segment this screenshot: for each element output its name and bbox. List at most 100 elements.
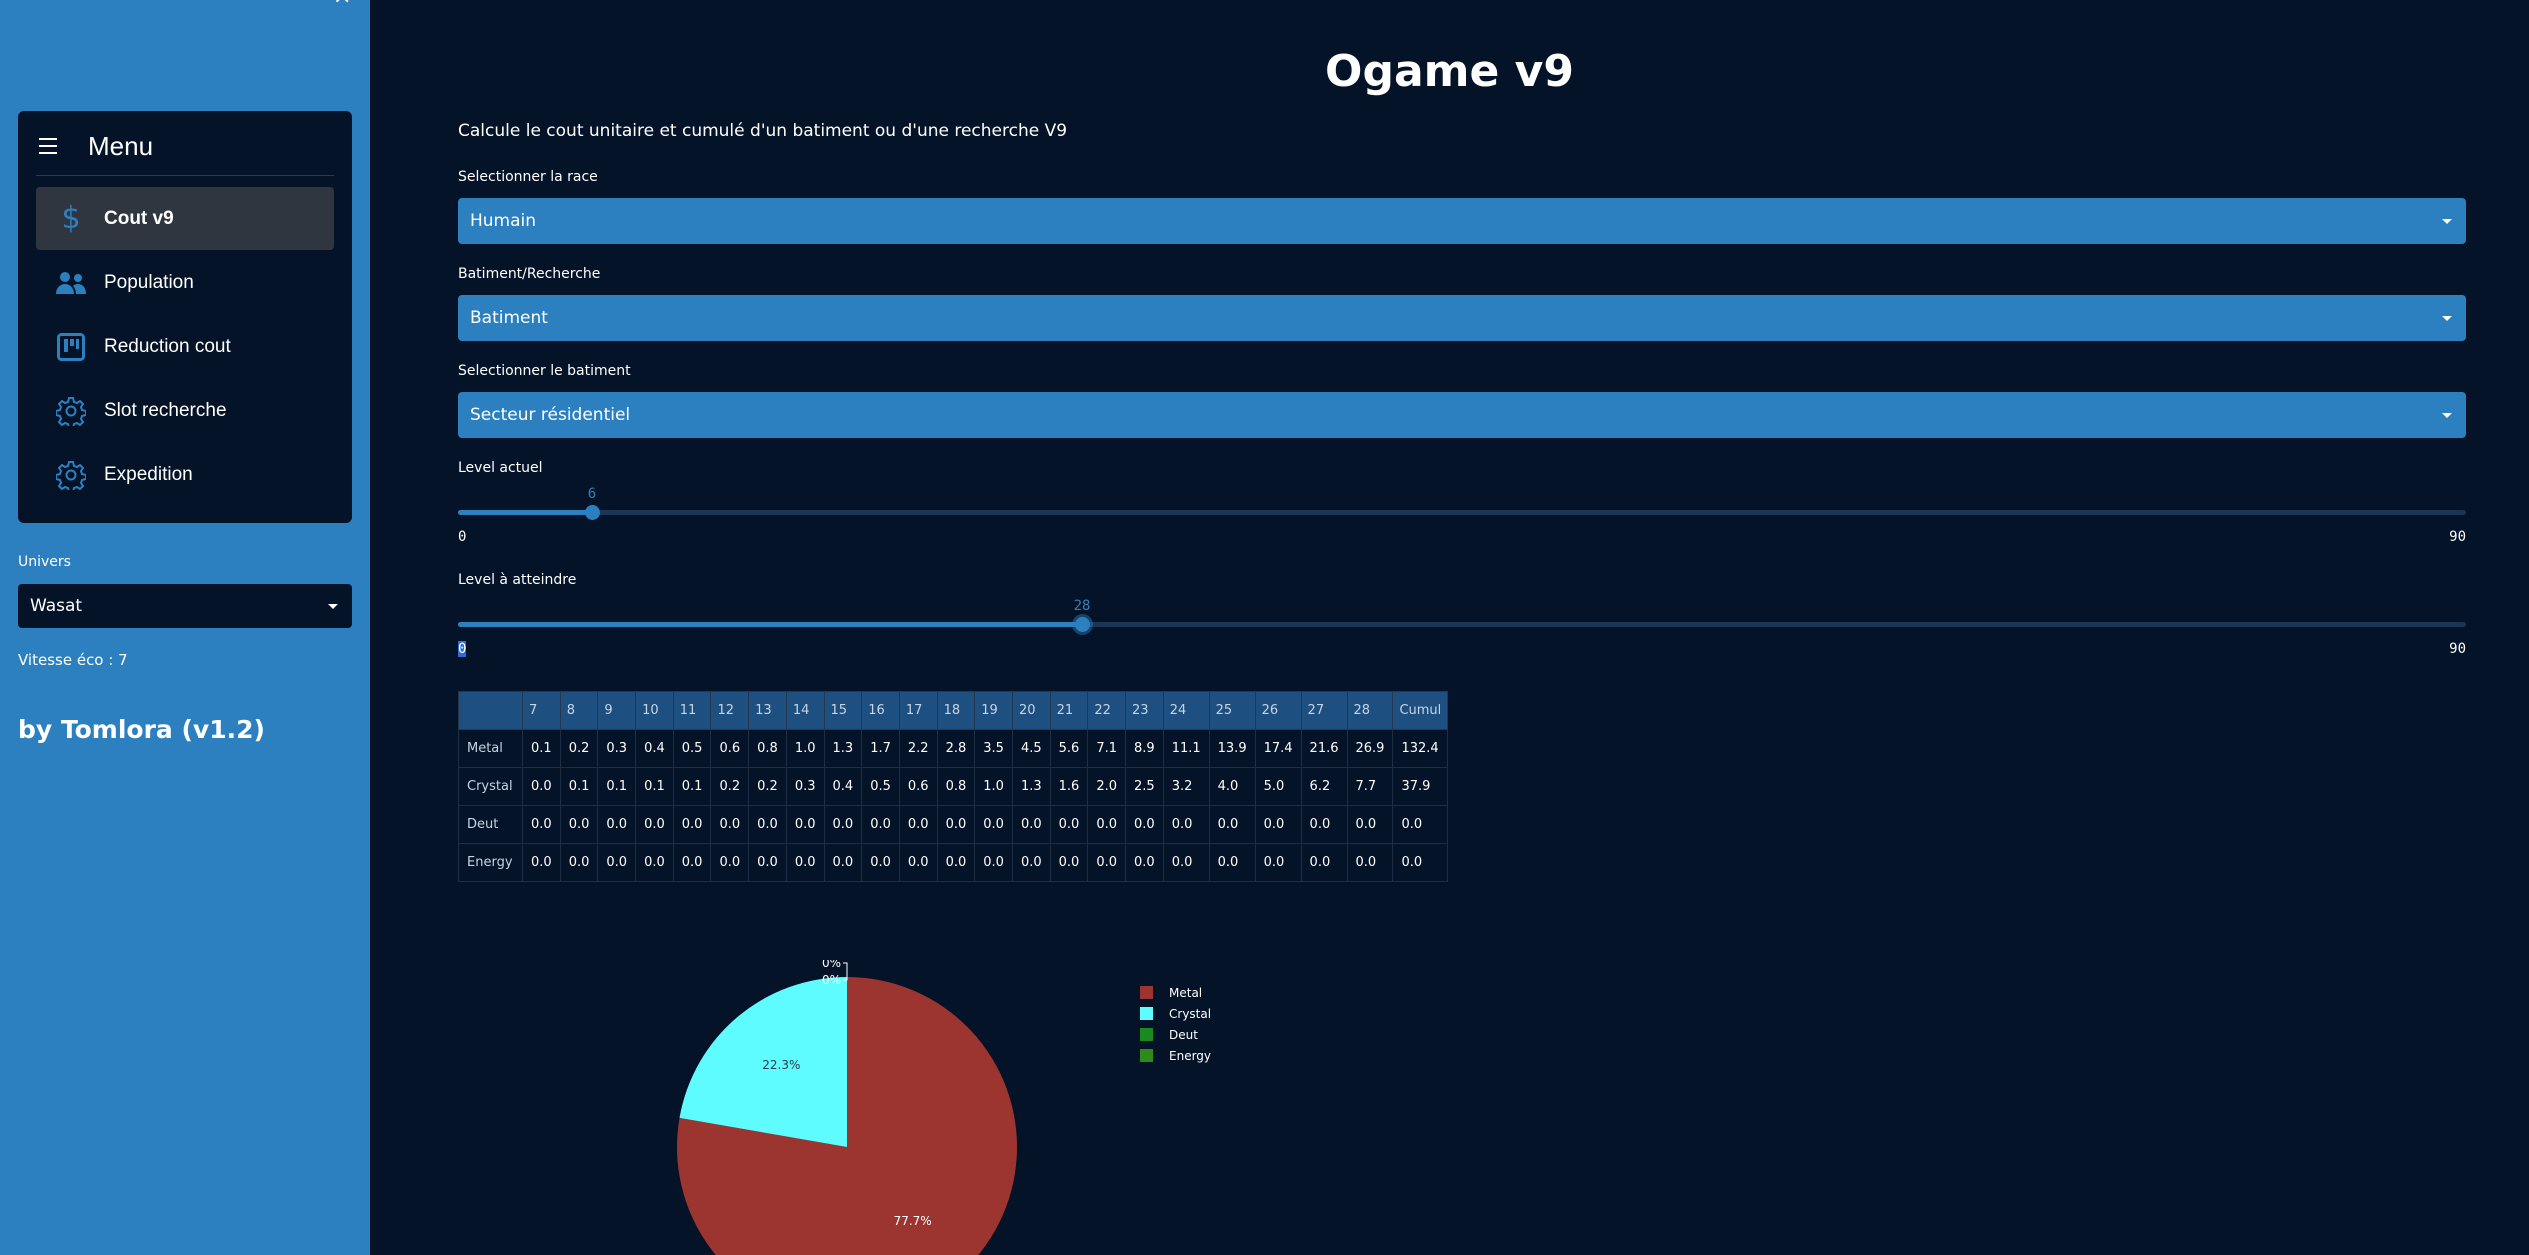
- table-cell: 26.9: [1346, 729, 1394, 768]
- nav-item-cout-v9[interactable]: $ Cout v9: [36, 187, 334, 250]
- table-cell: 0.1: [672, 767, 712, 806]
- table-column-header: 25: [1208, 691, 1256, 730]
- table-column-header: 8: [559, 691, 599, 730]
- table-cell: 0.0: [1162, 805, 1210, 844]
- table-cell: 21.6: [1300, 729, 1348, 768]
- table-cell: 0.0: [1087, 805, 1126, 844]
- race-label: Selectionner la race: [458, 169, 598, 185]
- table-row-header: Crystal: [458, 767, 523, 806]
- table-cell: 0.0: [898, 843, 938, 882]
- table-cell: 0.5: [861, 767, 900, 806]
- table-column-header: 21: [1049, 691, 1089, 730]
- table-cell: 0.0: [1125, 843, 1164, 882]
- table-cell: 0.0: [748, 805, 787, 844]
- table-cell: 0.0: [861, 843, 900, 882]
- table-cell: 5.6: [1049, 729, 1089, 768]
- legend-swatch: [1140, 986, 1153, 999]
- level-cible-handle[interactable]: [1075, 617, 1090, 632]
- table-cell: 0.0: [1011, 843, 1051, 882]
- table-column-header: 10: [635, 691, 674, 730]
- univers-select[interactable]: Wasat: [18, 584, 352, 628]
- table-cell: 2.0: [1087, 767, 1126, 806]
- table-cell: 0.4: [823, 767, 863, 806]
- type-select[interactable]: Batiment: [458, 295, 2466, 341]
- batiment-select[interactable]: Secteur résidentiel: [458, 392, 2466, 438]
- level-actuel-handle[interactable]: [585, 505, 600, 520]
- table-column-header: 26: [1254, 691, 1302, 730]
- table-column-header: 12: [710, 691, 750, 730]
- level-actuel-value: 6: [587, 486, 597, 502]
- table-cell: 0.3: [785, 767, 825, 806]
- table-row: Crystal 0.0 0.1 0.1 0.1 0.1 0.2 0.2 0.3 0.4 0.5 0.6…: [458, 767, 1449, 806]
- nav-item-reduction-cout[interactable]: Reduction cout: [36, 315, 334, 378]
- table-row: Energy 0.0 0.0 0.0 0.0 0.0 0.0 0.0 0.0 0.0 0.0 0.0 0…: [458, 843, 1449, 882]
- table-cell: 0.6: [710, 729, 750, 768]
- table-cell: 0.1: [522, 729, 561, 768]
- menu-card: Menu $ Cout v9 Population Reduction cout…: [18, 111, 352, 523]
- table-cell: 0.5: [672, 729, 712, 768]
- table-cell: 0.0: [898, 805, 938, 844]
- chevron-down-icon: [328, 604, 338, 609]
- chevron-down-icon: [2442, 219, 2452, 224]
- table-cell: 37.9: [1392, 767, 1449, 806]
- legend-item[interactable]: Deut: [1140, 1024, 1211, 1045]
- table-column-header: 27: [1300, 691, 1348, 730]
- race-select[interactable]: Humain: [458, 198, 2466, 244]
- table-column-header: 18: [936, 691, 976, 730]
- pie-chart-svg: 77.7% 22.3% 0% 0%: [677, 956, 1017, 1255]
- table-cell: 1.3: [1011, 767, 1051, 806]
- nav-item-expedition[interactable]: Expedition: [36, 443, 334, 506]
- level-actuel-slider[interactable]: [458, 505, 2466, 520]
- table-cell: 8.9: [1125, 729, 1164, 768]
- menu-header: Menu: [36, 129, 153, 163]
- table-header-row: 7 8 9 10 11 12 13 14 15 16 17 18 19 20 21 22 23 24 25 26 27 2…: [458, 691, 1449, 730]
- table-column-header: 22: [1087, 691, 1126, 730]
- pie-slice-label: 0%: [822, 973, 841, 987]
- table-cell: 0.0: [748, 843, 787, 882]
- pie-leader-line: [843, 977, 848, 981]
- legend-swatch: [1140, 1028, 1153, 1041]
- table-cell: 0.0: [710, 843, 750, 882]
- level-actuel-fill: [458, 510, 592, 515]
- table-column-header: 19: [974, 691, 1013, 730]
- nav-item-slot-recherche[interactable]: Slot recherche: [36, 379, 334, 442]
- table-cell: 0.1: [635, 767, 674, 806]
- page-title: Ogame v9: [1325, 46, 1574, 97]
- table-cell: 0.0: [936, 805, 976, 844]
- table-row-header: Metal: [458, 729, 523, 768]
- kanban-icon: [50, 329, 92, 365]
- table-cell: 0.8: [936, 767, 976, 806]
- dollar-icon: $: [61, 201, 81, 236]
- table-cell: 0.1: [597, 767, 637, 806]
- table-cell: 0.2: [710, 767, 750, 806]
- legend-item[interactable]: Metal: [1140, 982, 1211, 1003]
- legend-item[interactable]: Energy: [1140, 1045, 1211, 1066]
- legend-label: Crystal: [1169, 1006, 1212, 1021]
- table-cell: 7.7: [1346, 767, 1394, 806]
- nav-item-population[interactable]: Population: [36, 251, 334, 314]
- pie-slice-label: 0%: [822, 960, 841, 970]
- vitesse-text: Vitesse éco : 7: [18, 651, 128, 669]
- level-cible-slider[interactable]: [458, 617, 2466, 632]
- table-cell: 13.9: [1208, 729, 1256, 768]
- table-cell: 17.4: [1254, 729, 1302, 768]
- close-icon[interactable]: ✕: [333, 0, 355, 6]
- table-cell: 1.3: [823, 729, 863, 768]
- table-cell: 0.0: [710, 805, 750, 844]
- table-column-header: Cumul: [1392, 691, 1449, 730]
- table-cell: 2.8: [936, 729, 976, 768]
- pie-slice-crystal: [679, 977, 847, 1147]
- people-icon: [50, 265, 92, 301]
- table-cell: 5.0: [1254, 767, 1302, 806]
- table-cell: 0.0: [1346, 805, 1394, 844]
- table-column-header: 16: [861, 691, 900, 730]
- cost-table: 7 8 9 10 11 12 13 14 15 16 17 18 19 20 21 22 23 24 25 26 27 2…: [458, 691, 1449, 882]
- page-subtitle: Calcule le cout unitaire et cumulé d'un …: [458, 121, 1068, 141]
- menu-title: Menu: [88, 130, 154, 161]
- table-cell: 0.0: [1087, 843, 1126, 882]
- hamburger-icon[interactable]: [36, 136, 60, 156]
- table-cell: 0.0: [522, 805, 561, 844]
- pie-leader-line: [843, 962, 848, 977]
- table-column-header: 15: [823, 691, 863, 730]
- legend-item[interactable]: Crystal: [1140, 1003, 1211, 1024]
